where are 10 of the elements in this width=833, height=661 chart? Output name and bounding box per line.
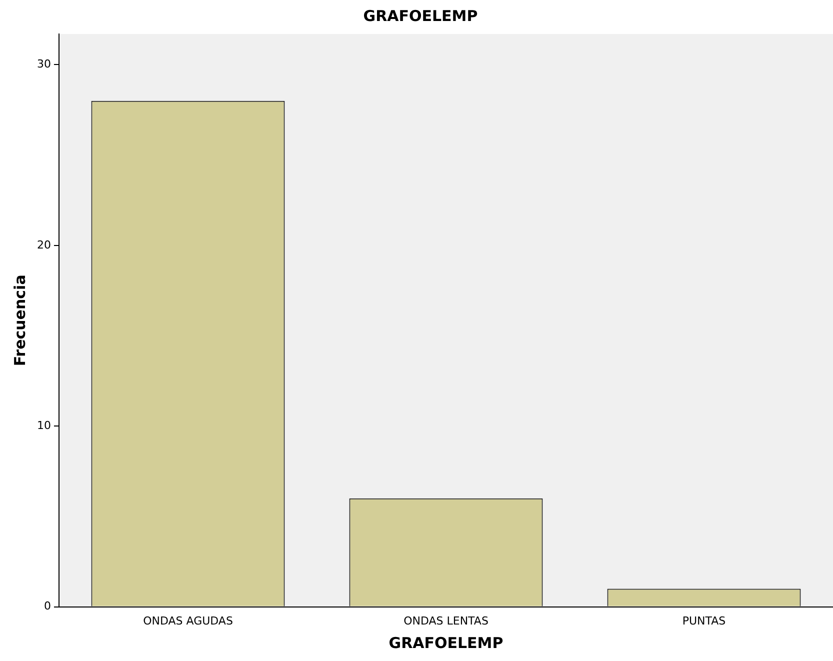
y-tick-label: 0	[44, 600, 51, 613]
y-tick-label: 10	[36, 418, 51, 432]
y-axis-title: Frecuencia	[10, 274, 29, 366]
x-axis-title: GRAFOELEMP	[388, 634, 504, 652]
x-tick-label: ONDAS AGUDAS	[143, 614, 233, 628]
x-tick-label: ONDAS LENTAS	[404, 614, 488, 628]
y-tick-label: 30	[36, 58, 51, 71]
y-tick-label: 20	[36, 238, 51, 252]
chart-title: GRAFOELEMP	[363, 6, 478, 25]
x-tick-label: PUNTAS	[682, 614, 726, 628]
